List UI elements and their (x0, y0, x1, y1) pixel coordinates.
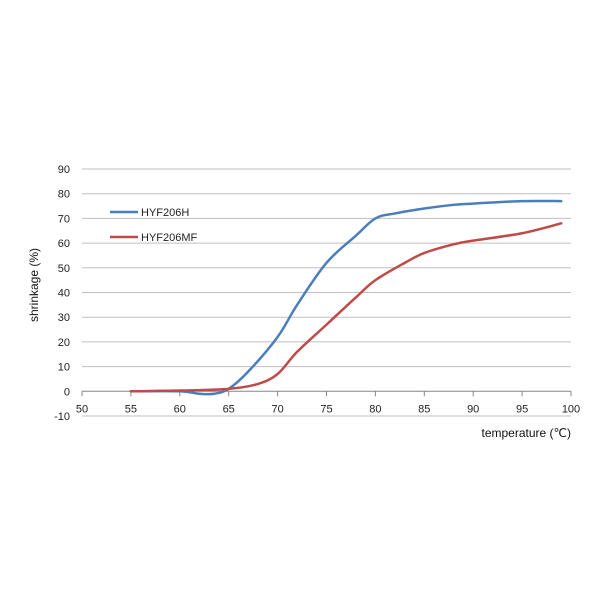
series-line-hyf206h (129, 199, 563, 396)
x-tick-label: 70 (271, 403, 283, 415)
x-tick-label: 75 (320, 403, 332, 415)
legend-label-hyf206h: HYF206H (141, 207, 189, 219)
x-tick-label: 55 (125, 403, 137, 415)
y-tick-label: 50 (58, 263, 70, 275)
x-tick-label: 50 (76, 403, 88, 415)
x-tick-label: 80 (369, 403, 381, 415)
y-tick-label: 20 (58, 337, 70, 349)
x-tick-labels: 50 55 60 65 70 75 80 85 90 95 100 (76, 403, 580, 415)
y-tick-label: -10 (54, 411, 70, 423)
x-tick-label: 90 (467, 403, 479, 415)
x-tick-label: 60 (174, 403, 186, 415)
legend: HYF206H HYF206MF (110, 207, 198, 244)
y-tick-label: 90 (58, 164, 70, 176)
y-tick-label: 30 (58, 312, 70, 324)
y-tick-label: 80 (58, 189, 70, 201)
y-tick-label: 40 (58, 288, 70, 300)
x-tick-label: 85 (418, 403, 430, 415)
y-tick-label: 10 (58, 362, 70, 374)
x-tick-label: 95 (516, 403, 528, 415)
x-tick-label: 65 (223, 403, 235, 415)
series-lines (129, 199, 563, 396)
series-line-hyf206mf (129, 222, 563, 393)
y-tick-label: 70 (58, 213, 70, 225)
grid-lines (82, 168, 571, 417)
y-tick-label: 60 (58, 238, 70, 250)
y-tick-label: 0 (64, 386, 70, 398)
y-axis-title: shrinkage (%) (27, 248, 41, 322)
x-tick-label: 100 (562, 403, 580, 415)
legend-label-hyf206mf: HYF206MF (141, 232, 198, 244)
x-axis-title: temperature (℃) (481, 426, 571, 440)
y-tick-labels: -10 0 10 20 30 40 50 60 70 80 90 (54, 164, 70, 423)
